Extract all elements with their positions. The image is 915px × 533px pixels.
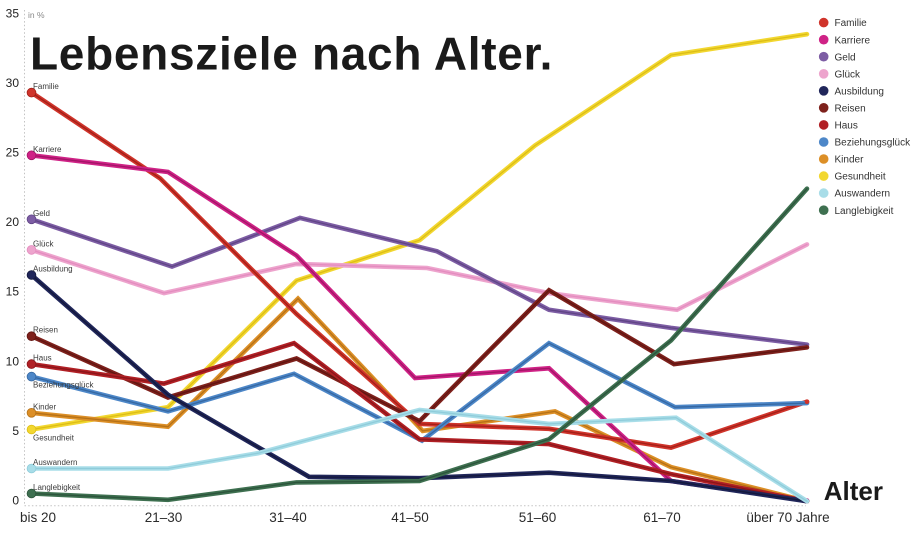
svg-text:Familie: Familie [33,82,59,91]
svg-text:51–60: 51–60 [519,510,557,525]
svg-text:35: 35 [6,6,20,20]
svg-text:Beziehungsglück: Beziehungsglück [33,381,94,390]
svg-text:Haus: Haus [835,121,858,132]
svg-text:30: 30 [6,76,20,90]
svg-text:Geld: Geld [33,209,50,218]
svg-text:Karriere: Karriere [33,145,62,154]
svg-text:Alter: Alter [824,476,883,506]
svg-text:Kinder: Kinder [835,155,865,166]
svg-text:Beziehungsglück: Beziehungsglück [835,138,912,149]
svg-text:Familie: Familie [835,18,868,29]
svg-text:Haus: Haus [33,354,52,363]
svg-text:Gesundheit: Gesundheit [835,172,886,183]
svg-text:31–40: 31–40 [269,510,307,525]
svg-text:Ausbildung: Ausbildung [33,265,73,274]
svg-text:in %: in % [28,10,45,20]
svg-text:Auswandern: Auswandern [835,189,891,200]
svg-text:20: 20 [6,215,20,229]
svg-text:Langlebigkeit: Langlebigkeit [835,206,894,217]
svg-text:41–50: 41–50 [391,510,429,525]
svg-text:0: 0 [12,494,19,508]
svg-text:Langlebigkeit: Langlebigkeit [33,483,81,492]
svg-text:Geld: Geld [835,52,856,63]
svg-text:Auswandern: Auswandern [33,458,77,467]
svg-text:Reisen: Reisen [835,103,866,114]
svg-text:bis 20: bis 20 [20,510,56,525]
svg-text:5: 5 [12,424,19,438]
svg-text:10: 10 [6,354,20,368]
svg-text:Karriere: Karriere [835,35,871,46]
svg-text:Glück: Glück [33,239,54,248]
svg-text:21–30: 21–30 [145,510,183,525]
svg-text:Gesundheit: Gesundheit [33,434,75,443]
svg-text:Glück: Glück [835,69,862,80]
svg-text:Kinder: Kinder [33,402,56,411]
svg-text:61–70: 61–70 [643,510,681,525]
svg-text:25: 25 [6,146,20,160]
svg-text:Reisen: Reisen [33,326,58,335]
svg-text:Lebensziele nach Alter.: Lebensziele nach Alter. [30,28,553,80]
svg-text:15: 15 [6,285,20,299]
svg-text:über 70 Jahre: über 70 Jahre [746,510,829,525]
svg-text:Ausbildung: Ausbildung [835,86,884,97]
